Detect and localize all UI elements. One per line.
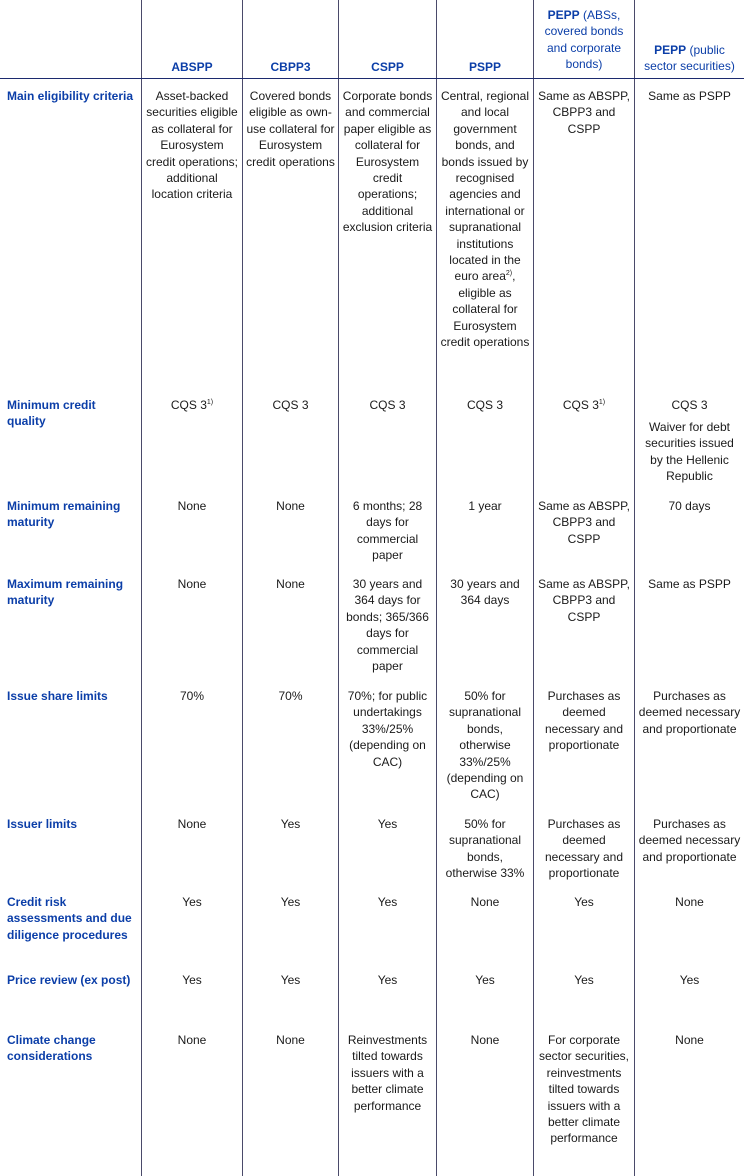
- cell-pepp-private: Same as ABSPP, CBPP3 and CSPP: [538, 499, 630, 546]
- header-pepp-private-bold: PEPP: [547, 8, 580, 22]
- row-label: Minimum remaining maturity: [7, 499, 121, 530]
- cell-pspp: 50% for supranational bonds, otherwise 3…: [446, 689, 524, 802]
- cell-abspp: Yes: [182, 895, 202, 909]
- cell-abspp: None: [177, 1033, 207, 1047]
- row-label: Issue share limits: [7, 689, 108, 703]
- cell-abspp: None: [177, 499, 207, 513]
- cell-pepp-private: Purchases as deemed necessary and propor…: [544, 817, 624, 881]
- cell-abspp: CQS 31): [142, 397, 242, 413]
- row-label: Climate change considerations: [7, 1033, 96, 1064]
- cell-cbpp3: Yes: [280, 973, 301, 987]
- cell-cspp: Reinvestments tilted towards issuers wit…: [347, 1033, 428, 1113]
- cell-pepp-private: Same as ABSPP, CBPP3 and CSPP: [538, 89, 630, 136]
- cell-cspp: Yes: [377, 895, 398, 909]
- column-divider: [242, 0, 243, 1176]
- header-divider: [0, 78, 744, 79]
- cell-pspp-text-cont: , eligible as collateral for Eurosystem …: [440, 269, 530, 350]
- cell-pepp-public: Same as PSPP: [648, 577, 731, 591]
- cell-cbpp3: CQS 3: [272, 398, 309, 412]
- cell-pepp-public: Purchases as deemed necessary and propor…: [638, 689, 741, 736]
- cell-pspp: CQS 3: [466, 398, 503, 412]
- cell-cspp: Corporate bonds and commercial paper eli…: [342, 89, 433, 235]
- row-label: Credit risk assessments and due diligenc…: [7, 895, 132, 942]
- cell-pepp-public: Yes: [679, 973, 700, 987]
- cell-abspp: Asset-backed securities eligible as coll…: [145, 89, 239, 202]
- cell-pepp-private: Same as ABSPP, CBPP3 and CSPP: [538, 577, 630, 624]
- cell-pspp: None: [470, 895, 500, 909]
- cell-cspp: CQS 3: [369, 398, 406, 412]
- cell-pepp-public-note: Waiver for debt securities issued by the…: [645, 420, 734, 484]
- cell-cbpp3: None: [276, 577, 305, 591]
- header-cspp: CSPP: [371, 60, 404, 74]
- row-label: Minimum credit quality: [7, 398, 96, 429]
- cell-pepp-public: None: [675, 895, 704, 909]
- footnote-marker: 1): [598, 399, 606, 406]
- row-label: Issuer limits: [7, 817, 78, 831]
- footnote-marker: 2): [505, 270, 513, 278]
- header-pepp-public-bold: PEPP: [654, 43, 687, 57]
- cell-pepp-public: CQS 3: [671, 398, 708, 412]
- cell-abspp-text: CQS 3: [170, 398, 207, 412]
- header-pepp-private-rest: (ABSs, covered bonds and corporate bonds…: [544, 8, 624, 72]
- cell-pspp: Yes: [475, 973, 495, 987]
- cell-pepp-private: Yes: [574, 973, 594, 987]
- cell-pepp-public: None: [675, 1033, 704, 1047]
- cell-cbpp3: Yes: [280, 817, 301, 831]
- cell-pspp: 30 years and 364 days: [450, 577, 520, 608]
- cell-abspp: None: [177, 577, 207, 591]
- cell-cbpp3: None: [276, 499, 305, 513]
- cell-pepp-private-text: CQS 3: [562, 398, 599, 412]
- cell-cspp: 30 years and 364 days for bonds; 365/366…: [346, 577, 429, 674]
- cell-abspp: 70%: [179, 689, 205, 703]
- header-cbpp3: CBPP3: [270, 60, 311, 74]
- cell-pspp: None: [470, 1033, 500, 1047]
- cell-cbpp3: Yes: [280, 895, 301, 909]
- cell-cspp: Yes: [377, 817, 398, 831]
- cell-cspp: 70%; for public undertakings 33%/25% (de…: [347, 689, 428, 769]
- column-divider: [634, 0, 635, 1176]
- cell-cbpp3: None: [276, 1033, 305, 1047]
- column-divider: [436, 0, 437, 1176]
- cell-cspp: 6 months; 28 days for commercial paper: [352, 499, 423, 563]
- cell-pepp-private: Purchases as deemed necessary and propor…: [544, 689, 624, 753]
- row-label: Maximum remaining maturity: [7, 577, 124, 608]
- cell-pspp: 50% for supranational bonds, otherwise 3…: [445, 817, 525, 881]
- cell-cbpp3: Covered bonds eligible as own-use collat…: [246, 89, 335, 169]
- cell-abspp: Yes: [182, 973, 202, 987]
- cell-pepp-private: Yes: [574, 895, 594, 909]
- cell-pspp: Central, regional and local government b…: [437, 88, 533, 351]
- footnote-marker: 1): [206, 399, 214, 406]
- row-label: Price review (ex post): [7, 973, 131, 987]
- cell-pepp-public: 70 days: [668, 499, 711, 513]
- column-divider: [141, 0, 142, 1176]
- row-label: Main eligibility criteria: [7, 89, 134, 103]
- cell-pepp-public: Purchases as deemed necessary and propor…: [638, 817, 741, 864]
- cell-pspp-text: Central, regional and local government b…: [440, 89, 530, 284]
- header-pepp-public: PEPP (public sector securities): [635, 42, 744, 75]
- header-abspp: ABSPP: [171, 60, 213, 74]
- column-divider: [338, 0, 339, 1176]
- cell-cspp: Yes: [377, 973, 398, 987]
- cell-pepp-private: CQS 31): [534, 397, 634, 413]
- column-divider: [533, 0, 534, 1176]
- cell-pepp-public: Same as PSPP: [648, 89, 731, 103]
- cell-pspp: 1 year: [468, 499, 502, 513]
- cell-cbpp3: 70%: [278, 689, 303, 703]
- cell-abspp: None: [177, 817, 207, 831]
- cell-pepp-private: For corporate sector securities, reinves…: [538, 1033, 630, 1146]
- header-pepp-private: PEPP (ABSs, covered bonds and corporate …: [534, 7, 634, 73]
- header-pspp: PSPP: [468, 60, 501, 74]
- header-pepp-public-rest: (public sector securities): [644, 43, 735, 74]
